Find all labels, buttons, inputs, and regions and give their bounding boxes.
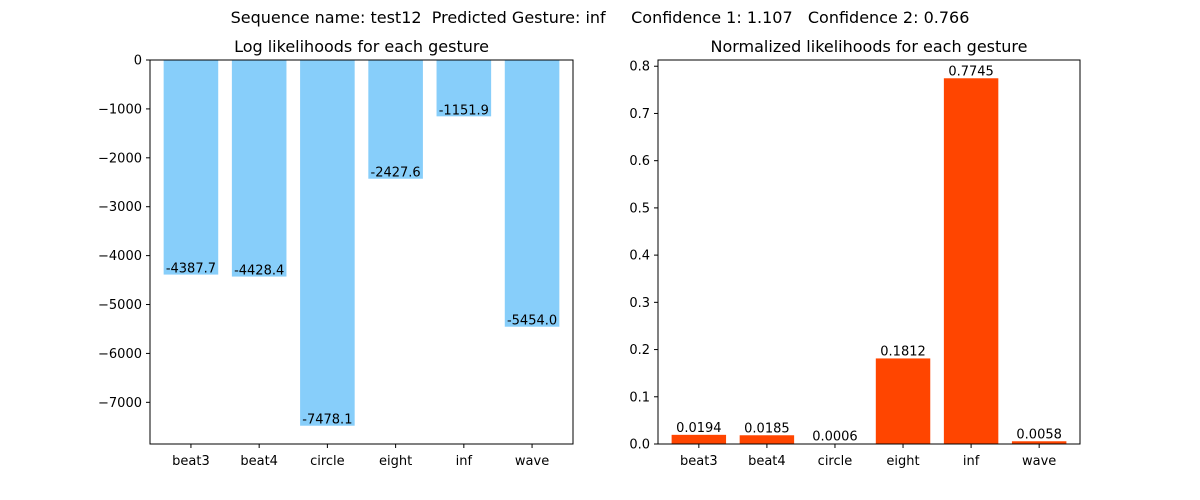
chart1-data-label: -7478.1 [302, 413, 352, 428]
chart1-title: Log likelihoods for each gesture [234, 37, 489, 56]
chart2-xtick-label: wave [1022, 454, 1056, 469]
chart1-data-label: -2427.6 [371, 166, 421, 181]
chart1-bar-beat3 [163, 60, 219, 275]
chart1-data-label: -4428.4 [234, 264, 284, 279]
figure-suptitle: Sequence name: test12 Predicted Gesture:… [230, 8, 970, 27]
chart2-xtick-label: beat3 [680, 454, 718, 469]
chart2-axes-frame [657, 59, 1081, 445]
chart2-xtick-label: beat4 [748, 454, 786, 469]
chart1-ytick-label: −5000 [98, 298, 142, 313]
chart1-bar-circle [300, 60, 355, 426]
chart2-data-label: 0.0058 [1016, 427, 1062, 442]
chart2-ytick-label: 0.6 [629, 154, 650, 169]
chart2-bar-eight [875, 358, 931, 444]
chart2-ytick-label: 0.1 [629, 390, 650, 405]
chart2-ytick-label: 0.8 [629, 60, 650, 75]
chart1-xtick-label: inf [456, 454, 473, 469]
chart2-ytick-label: 0.5 [629, 201, 650, 216]
chart1-ytick-label: 0 [134, 54, 142, 69]
chart2-xtick-label: inf [963, 454, 980, 469]
chart2-data-label: 0.0006 [812, 430, 858, 445]
chart1-ytick-label: −4000 [98, 249, 142, 264]
chart2-ytick-label: 0.2 [629, 343, 650, 358]
chart1-ytick-label: −2000 [98, 151, 142, 166]
chart1-bar-wave [504, 60, 560, 327]
chart2-bar-beat4 [739, 435, 795, 444]
chart1-axes-frame [149, 59, 574, 445]
chart1-data-label: -1151.9 [439, 103, 489, 118]
chart2-data-label: 0.0185 [744, 421, 790, 436]
chart1-ytick-label: −1000 [98, 102, 142, 117]
chart2-ytick-label: 0.7 [629, 107, 650, 122]
chart1-xtick-label: circle [310, 454, 345, 469]
chart1-xtick-label: beat4 [240, 454, 278, 469]
chart1-data-label: -5454.0 [507, 314, 557, 329]
chart1-ytick-label: −3000 [98, 200, 142, 215]
chart1-ytick-label: −6000 [98, 347, 142, 362]
chart2-xtick-label: eight [886, 454, 919, 469]
chart1-xtick-label: beat3 [172, 454, 210, 469]
chart1-ytick-label: −7000 [98, 396, 142, 411]
chart1-data-label: -4387.7 [166, 262, 216, 277]
chart2-bar-inf [943, 78, 999, 444]
chart1-bar-eight [368, 60, 423, 179]
chart2-ytick-label: 0.0 [629, 438, 650, 453]
chart2-ytick-label: 0.4 [629, 249, 650, 264]
chart1-bar-inf [436, 60, 492, 117]
chart2-data-label: 0.1812 [880, 344, 926, 359]
chart2-ytick-label: 0.3 [629, 296, 650, 311]
chart2-data-label: 0.0194 [676, 421, 722, 436]
chart1-xtick-label: wave [515, 454, 549, 469]
chart2-data-label: 0.7745 [948, 64, 994, 79]
chart1-bar-beat4 [231, 60, 287, 277]
chart2-bar-wave [1011, 441, 1067, 444]
chart2-bar-beat3 [671, 434, 727, 444]
chart1-xtick-label: eight [379, 454, 412, 469]
chart2-xtick-label: circle [818, 454, 853, 469]
chart2-title: Normalized likelihoods for each gesture [710, 37, 1027, 56]
